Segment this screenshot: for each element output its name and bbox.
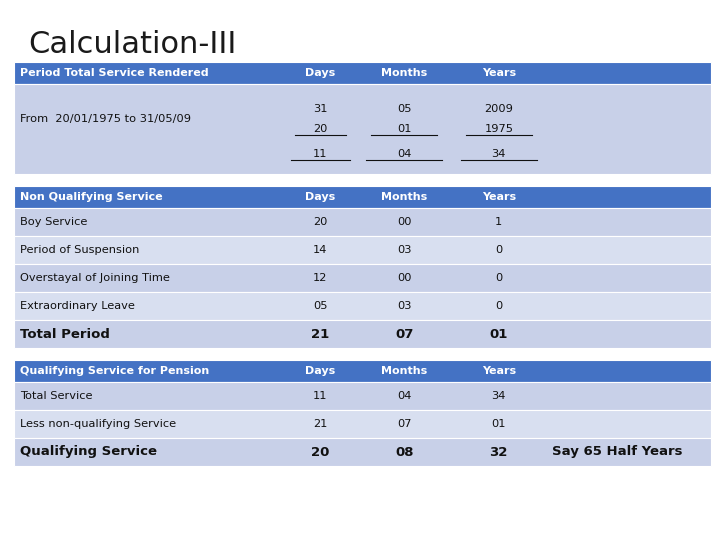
Text: 04: 04 bbox=[397, 149, 411, 159]
Bar bbox=[14, 360, 711, 382]
Bar bbox=[14, 208, 711, 236]
Bar bbox=[14, 292, 711, 320]
Text: Months: Months bbox=[381, 192, 428, 202]
Bar bbox=[14, 62, 711, 84]
Text: 0: 0 bbox=[495, 273, 503, 283]
Text: 01: 01 bbox=[397, 124, 412, 134]
Text: 14: 14 bbox=[313, 245, 328, 255]
Text: Days: Days bbox=[305, 366, 336, 376]
Text: 1: 1 bbox=[495, 217, 503, 227]
Text: Years: Years bbox=[482, 366, 516, 376]
Text: Qualifying Service for Pension: Qualifying Service for Pension bbox=[20, 366, 210, 376]
Text: 21: 21 bbox=[313, 419, 328, 429]
Text: Period Total Service Rendered: Period Total Service Rendered bbox=[20, 68, 209, 78]
Text: 03: 03 bbox=[397, 245, 412, 255]
Text: 20: 20 bbox=[313, 217, 328, 227]
Text: Less non-qualifying Service: Less non-qualifying Service bbox=[20, 419, 176, 429]
Text: Years: Years bbox=[482, 68, 516, 78]
Text: Calculation-III: Calculation-III bbox=[28, 30, 236, 59]
Text: Overstayal of Joining Time: Overstayal of Joining Time bbox=[20, 273, 170, 283]
Text: Total Period: Total Period bbox=[20, 327, 110, 341]
Bar bbox=[14, 382, 711, 410]
Bar bbox=[14, 186, 711, 208]
Text: Months: Months bbox=[381, 68, 428, 78]
Text: Non Qualifying Service: Non Qualifying Service bbox=[20, 192, 163, 202]
Text: 08: 08 bbox=[395, 446, 413, 458]
Text: 0: 0 bbox=[495, 245, 503, 255]
Text: 04: 04 bbox=[397, 391, 411, 401]
Text: 34: 34 bbox=[492, 149, 506, 159]
Text: 1975: 1975 bbox=[485, 124, 513, 134]
Text: 20: 20 bbox=[313, 124, 328, 134]
Text: Say 65 Half Years: Say 65 Half Years bbox=[552, 446, 683, 458]
Bar bbox=[14, 320, 711, 348]
Text: 00: 00 bbox=[397, 273, 412, 283]
Text: Years: Years bbox=[482, 192, 516, 202]
Text: 01: 01 bbox=[492, 419, 506, 429]
Text: Extraordinary Leave: Extraordinary Leave bbox=[20, 301, 135, 311]
Text: 07: 07 bbox=[397, 419, 412, 429]
Bar bbox=[14, 264, 711, 292]
Text: 2009: 2009 bbox=[485, 104, 513, 114]
Text: 11: 11 bbox=[313, 391, 328, 401]
Text: 01: 01 bbox=[490, 327, 508, 341]
Bar bbox=[14, 236, 711, 264]
Bar bbox=[14, 84, 711, 174]
Text: 12: 12 bbox=[313, 273, 328, 283]
Text: Days: Days bbox=[305, 68, 336, 78]
Text: 0: 0 bbox=[495, 301, 503, 311]
Bar bbox=[14, 438, 711, 466]
Text: Months: Months bbox=[381, 366, 428, 376]
Text: 31: 31 bbox=[313, 104, 328, 114]
Text: 07: 07 bbox=[395, 327, 413, 341]
Text: Boy Service: Boy Service bbox=[20, 217, 87, 227]
Text: Total Service: Total Service bbox=[20, 391, 92, 401]
Text: 11: 11 bbox=[313, 149, 328, 159]
Text: Days: Days bbox=[305, 192, 336, 202]
Text: 00: 00 bbox=[397, 217, 412, 227]
Text: Period of Suspension: Period of Suspension bbox=[20, 245, 140, 255]
Text: 32: 32 bbox=[490, 446, 508, 458]
Text: 05: 05 bbox=[397, 104, 412, 114]
Text: 03: 03 bbox=[397, 301, 412, 311]
Text: 34: 34 bbox=[492, 391, 506, 401]
Text: Qualifying Service: Qualifying Service bbox=[20, 446, 157, 458]
Text: From  20/01/1975 to 31/05/09: From 20/01/1975 to 31/05/09 bbox=[20, 114, 191, 124]
Text: 05: 05 bbox=[313, 301, 328, 311]
Text: 21: 21 bbox=[311, 327, 329, 341]
Bar bbox=[14, 410, 711, 438]
Text: 20: 20 bbox=[311, 446, 330, 458]
